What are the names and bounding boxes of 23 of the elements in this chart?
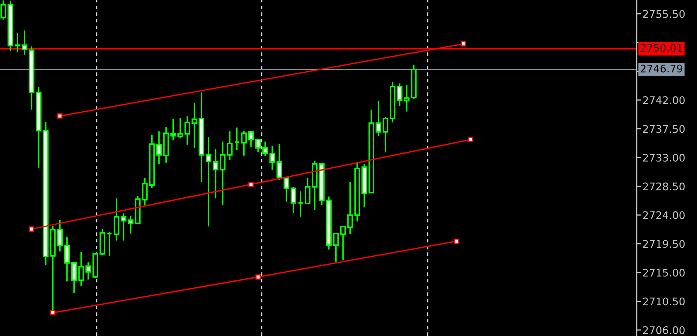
candlestick bbox=[298, 190, 304, 218]
y-tick-label: 2728.50 bbox=[643, 182, 685, 191]
point bbox=[248, 182, 254, 188]
y-tick-label: 2737.50 bbox=[643, 125, 685, 134]
y-tick-label: 2710.50 bbox=[643, 298, 685, 306]
point bbox=[29, 226, 34, 232]
point bbox=[50, 310, 56, 316]
point bbox=[454, 238, 460, 244]
point bbox=[460, 41, 466, 47]
y-tick-label: 2724.00 bbox=[643, 211, 685, 220]
ref-line-label: 2746.79 bbox=[640, 64, 683, 73]
ref-line-label: 2750.01 bbox=[640, 44, 682, 52]
candlestick bbox=[234, 127, 240, 151]
point bbox=[58, 114, 63, 119]
y-tick-label: 2733.00 bbox=[643, 154, 685, 162]
y-tick-label: 2715.00 bbox=[643, 268, 685, 277]
y-tick-label: 2742.00 bbox=[643, 96, 685, 104]
y-tick-label: 2755.50 bbox=[643, 10, 685, 18]
y-tick-label: 2706.00 bbox=[643, 326, 685, 334]
candlestick bbox=[106, 232, 113, 257]
point bbox=[468, 137, 474, 143]
point bbox=[256, 274, 261, 280]
y-tick-label: 2719.50 bbox=[643, 240, 685, 248]
